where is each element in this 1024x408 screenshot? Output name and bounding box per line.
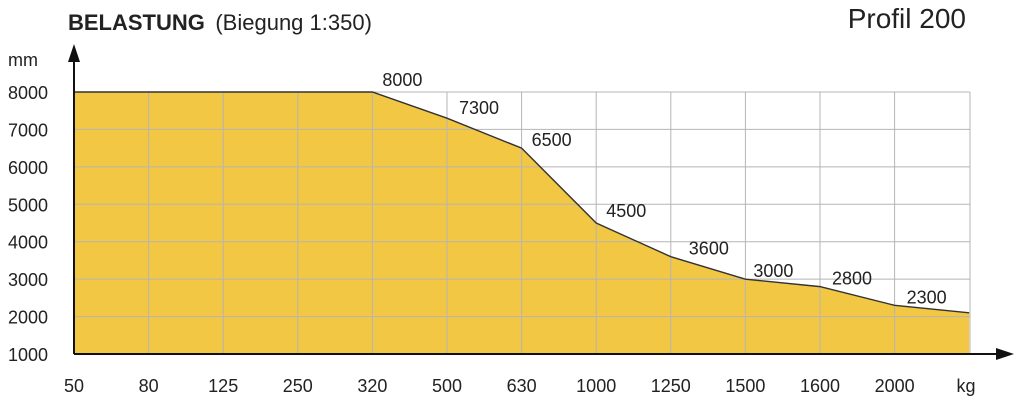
data-label: 7300	[459, 98, 499, 118]
chart-title-bold: BELASTUNG	[68, 10, 205, 35]
x-tick-label: 1000	[576, 376, 616, 396]
data-label: 2800	[832, 269, 872, 289]
data-label: 3600	[689, 239, 729, 259]
x-axis-arrow	[996, 348, 1014, 360]
x-axis-unit: kg	[956, 376, 975, 396]
x-tick-label: 500	[432, 376, 462, 396]
data-label: 3000	[753, 261, 793, 281]
x-tick-label: 1250	[651, 376, 691, 396]
y-tick-label: 6000	[8, 158, 48, 178]
x-tick-label: 125	[208, 376, 238, 396]
x-tick-label: 250	[283, 376, 313, 396]
y-tick-label: 1000	[8, 345, 48, 365]
series-line	[74, 91, 970, 314]
y-tick-label: 5000	[8, 195, 48, 215]
x-tick-label: 80	[139, 376, 159, 396]
chart-title: BELASTUNG (Biegung 1:350)	[68, 10, 372, 35]
y-tick-label: 8000	[8, 83, 48, 103]
y-tick-label: 7000	[8, 120, 48, 140]
data-label: 2300	[907, 287, 947, 307]
y-tick-label: 2000	[8, 308, 48, 328]
profile-label: Profil 200	[848, 3, 966, 34]
x-tick-label: 1500	[725, 376, 765, 396]
chart-title-rest: (Biegung 1:350)	[215, 10, 372, 35]
data-label: 8000	[382, 70, 422, 90]
x-tick-label: 50	[64, 376, 84, 396]
y-axis-arrow	[68, 44, 80, 62]
x-tick-label: 1600	[800, 376, 840, 396]
plot-area: 1000 2000 3000 4000 5000 6000 7000 8000 mm 50 80 12…	[8, 44, 1014, 396]
y-axis-unit: mm	[8, 50, 38, 70]
y-tick-label: 4000	[8, 233, 48, 253]
x-tick-label: 320	[357, 376, 387, 396]
y-tick-label: 3000	[8, 270, 48, 290]
x-tick-label: 630	[507, 376, 537, 396]
data-label: 6500	[532, 130, 572, 150]
data-label: 4500	[606, 201, 646, 221]
x-tick-label: 2000	[875, 376, 915, 396]
